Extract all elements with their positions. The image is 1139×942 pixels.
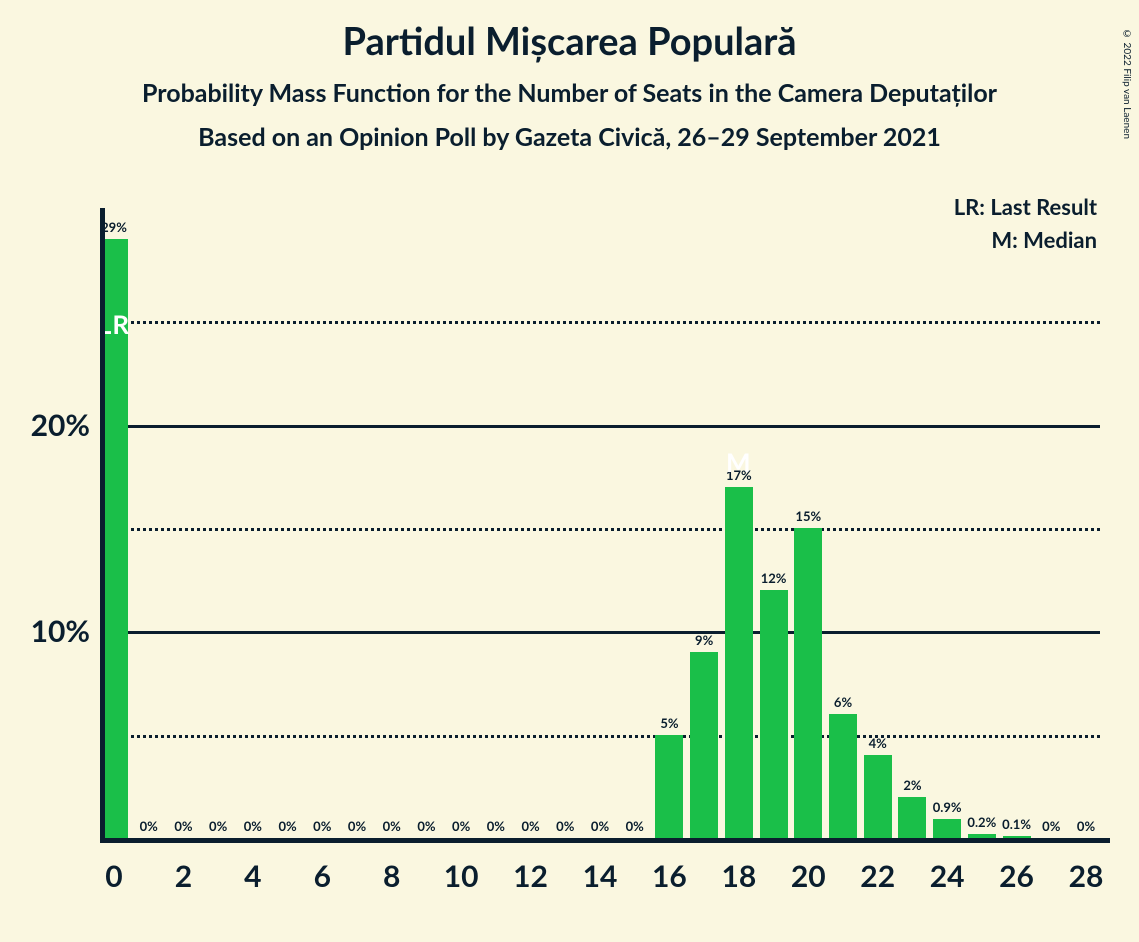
bar-value-label: 15% <box>795 508 821 524</box>
bar: 4% <box>864 755 892 838</box>
bar-value-label: 0% <box>313 818 331 834</box>
bar: 9% <box>690 652 718 838</box>
bar-value-label: 0% <box>452 818 470 834</box>
bar-value-label: 0% <box>1042 818 1060 834</box>
bar-value-label: 0% <box>278 818 296 834</box>
chart-subtitle-1: Probability Mass Function for the Number… <box>0 78 1139 108</box>
bar: 2% <box>898 797 926 838</box>
bar-value-label: 0% <box>174 818 192 834</box>
bar-value-label: 0% <box>556 818 574 834</box>
chart-subtitle-2: Based on an Opinion Poll by Gazeta Civic… <box>0 122 1139 152</box>
bar: 5% <box>655 735 683 838</box>
chart-area: 10%20%29%LR0%0%0%0%0%0%0%0%0%0%0%0%0%0%0… <box>100 218 1100 838</box>
y-tick-label: 20% <box>20 407 90 443</box>
bar-value-label: 12% <box>761 570 787 586</box>
bar-value-label: 5% <box>660 715 678 731</box>
bar-value-label: 0% <box>383 818 401 834</box>
x-tick-label: 10 <box>444 858 479 894</box>
bar: 6% <box>829 714 857 838</box>
copyright: © 2022 Filip van Laenen <box>1121 28 1133 139</box>
bar-value-label: 0% <box>140 818 158 834</box>
chart-title: Partidul Mișcarea Populară <box>0 18 1139 64</box>
x-tick-label: 2 <box>175 858 192 894</box>
bar-value-label: 0% <box>209 818 227 834</box>
gridline-minor <box>100 528 1100 531</box>
bar-marker: M <box>726 446 752 478</box>
x-tick-label: 12 <box>513 858 548 894</box>
y-axis <box>100 208 105 838</box>
bar-value-label: 0% <box>1077 818 1095 834</box>
bar-value-label: 0% <box>487 818 505 834</box>
x-tick-label: 20 <box>791 858 826 894</box>
x-tick-label: 14 <box>583 858 618 894</box>
x-tick-label: 28 <box>1069 858 1104 894</box>
bar-value-label: 9% <box>695 632 713 648</box>
bar-value-label: 6% <box>834 694 852 710</box>
gridline-minor <box>100 321 1100 324</box>
bar-value-label: 0% <box>417 818 435 834</box>
bar: 17% <box>725 487 753 838</box>
x-tick-label: 22 <box>860 858 895 894</box>
x-tick-label: 6 <box>314 858 331 894</box>
x-tick-label: 0 <box>105 858 122 894</box>
x-tick-label: 4 <box>244 858 261 894</box>
bar-value-label: 0% <box>626 818 644 834</box>
bar: 12% <box>760 590 788 838</box>
gridline-minor <box>100 735 1100 738</box>
bar-value-label: 0% <box>521 818 539 834</box>
x-tick-label: 16 <box>652 858 687 894</box>
x-axis <box>100 838 1110 843</box>
bar-value-label: 0.2% <box>967 814 996 830</box>
x-tick-label: 24 <box>930 858 965 894</box>
legend-lr: LR: Last Result <box>954 193 1097 220</box>
bar-value-label: 0% <box>591 818 609 834</box>
gridline-major <box>100 631 1100 634</box>
bar: 0.9% <box>933 819 961 838</box>
gridline-major <box>100 425 1100 428</box>
bar-value-label: 2% <box>903 777 921 793</box>
x-tick-label: 18 <box>721 858 756 894</box>
bar-value-label: 0.1% <box>1002 816 1031 832</box>
bar-value-label: 0.9% <box>933 799 962 815</box>
bar: 15% <box>794 528 822 838</box>
bar-value-label: 4% <box>869 735 887 751</box>
x-tick-label: 8 <box>383 858 400 894</box>
y-tick-label: 10% <box>20 613 90 649</box>
x-tick-label: 26 <box>999 858 1034 894</box>
bar-value-label: 0% <box>244 818 262 834</box>
bar-value-label: 0% <box>348 818 366 834</box>
